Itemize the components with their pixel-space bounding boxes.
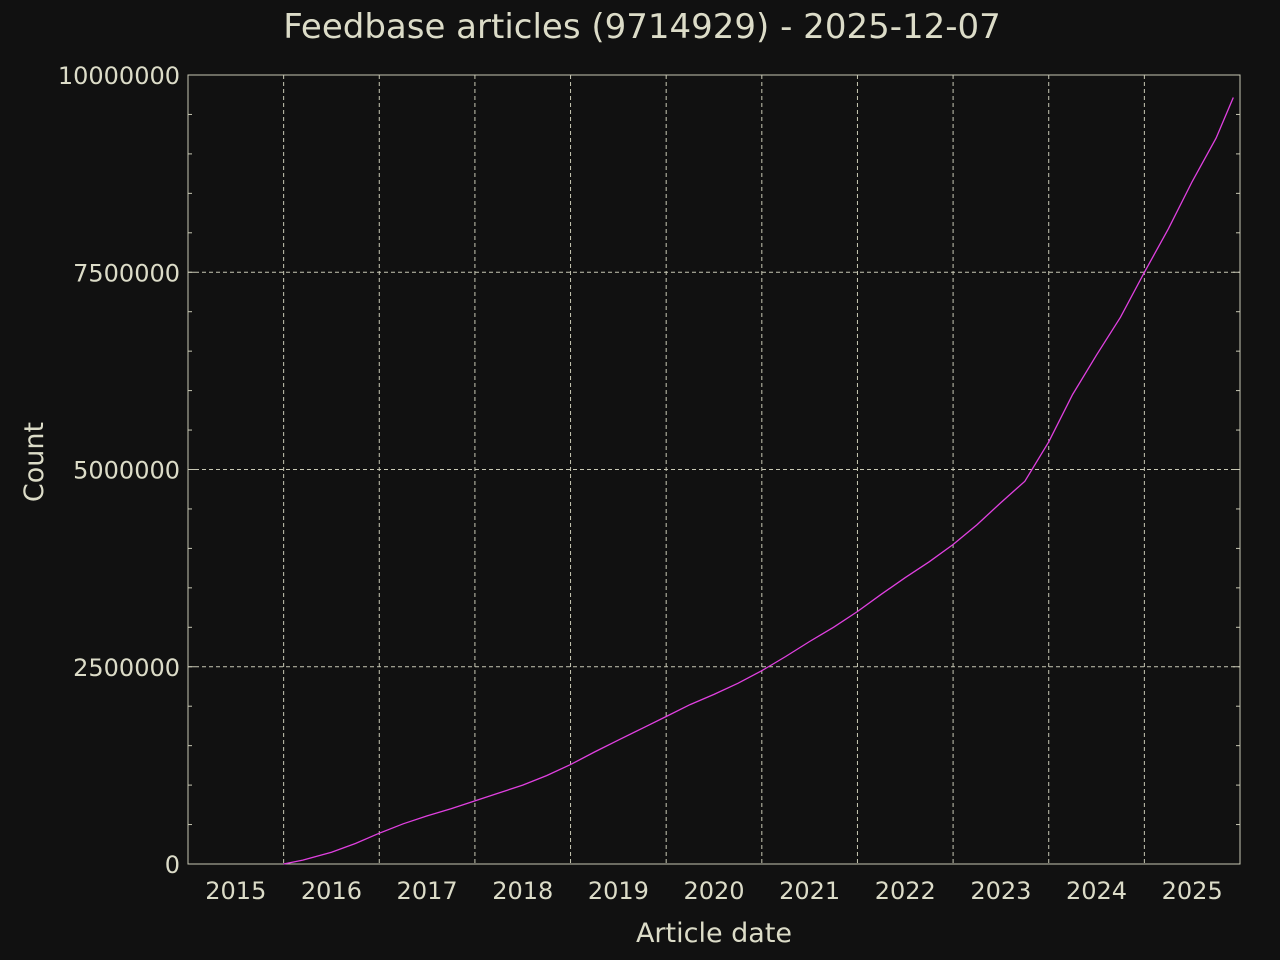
x-tick-label: 2020	[683, 877, 744, 905]
x-tick-label: 2023	[970, 877, 1031, 905]
y-tick-label: 0	[165, 851, 180, 879]
x-tick-label: 2015	[205, 877, 266, 905]
x-tick-label: 2022	[875, 877, 936, 905]
y-tick-label: 2500000	[73, 654, 180, 682]
y-tick-label: 5000000	[73, 457, 180, 485]
x-tick-label: 2017	[397, 877, 458, 905]
x-tick-label: 2024	[1066, 877, 1127, 905]
x-tick-label: 2019	[588, 877, 649, 905]
x-tick-label: 2025	[1162, 877, 1223, 905]
axis-ticks	[188, 74, 1240, 865]
grid	[188, 75, 1240, 864]
x-axis-label: Article date	[636, 918, 792, 949]
y-tick-label: 7500000	[73, 259, 180, 287]
y-tick-label: 10000000	[58, 62, 180, 90]
x-tick-label: 2021	[779, 877, 840, 905]
x-tick-labels: 2015 2016 2017 2018 2019 2020 2021 2022 2023 2024…	[205, 877, 1222, 905]
chart-title: Feedbase articles (9714929) - 2025-12-07	[283, 7, 1001, 47]
y-axis-label: Count	[19, 422, 50, 502]
y-tick-labels: 0 2500000 5000000 7500000 10000000	[58, 62, 180, 879]
series-line	[283, 97, 1234, 865]
x-tick-label: 2016	[301, 877, 362, 905]
x-tick-label: 2018	[492, 877, 553, 905]
